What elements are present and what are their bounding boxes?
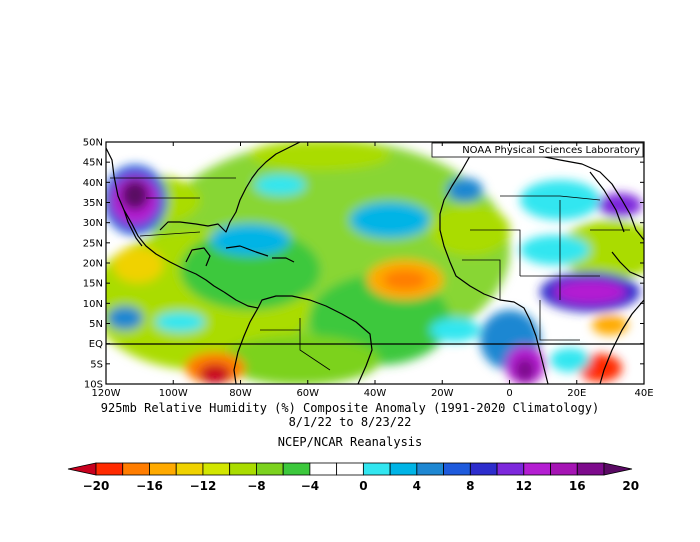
lat-label: 25N [83,238,103,249]
lon-label: 80W [229,388,252,399]
colorbar-min-arrow [67,462,97,476]
credit-label: NOAA Physical Sciences Laboratory [462,145,640,156]
colorbar-max-arrow [603,462,633,476]
lon-label: 20E [567,388,586,399]
colorbar-tick-label: −16 [136,479,163,493]
colorbar-tick-label: 4 [413,479,421,493]
lon-label: 20W [431,388,454,399]
colorbar-tick-label: −8 [247,479,265,493]
colorbar-tick-label: 20 [622,479,639,493]
lat-label: 45N [83,158,103,169]
colorbar-tick-label: 16 [569,479,586,493]
colorbar-tick-label: 12 [515,479,532,493]
colorbar-tick-label: −4 [301,479,319,493]
colorbar-swatch [416,462,444,476]
lat-label: 30N [83,218,103,229]
colorbar-swatch [256,462,284,476]
lat-label: 20N [83,259,103,270]
colorbar-swatch [389,462,418,476]
colorbar-swatch [469,462,498,476]
lat-label: 5S [90,359,103,370]
lon-label: 60W [296,388,319,399]
lon-label: 0 [506,388,512,399]
caption-title: 925mb Relative Humidity (%) Composite An… [100,401,600,415]
credit-box: NOAA Physical Sciences Laboratory [431,142,644,158]
colorbar [67,462,633,476]
borders [110,177,630,371]
colorbar-swatch [523,462,551,476]
axis-ticks [105,141,645,385]
caption-source: NCEP/NCAR Reanalysis [277,435,423,449]
colorbar-tick-label: −12 [190,479,217,493]
lat-label: 10S [84,380,103,391]
lon-label: 100W [159,388,188,399]
colorbar-swatch [309,462,338,476]
lat-label: 40N [83,178,103,189]
lat-label: EQ [89,339,103,350]
colorbar-swatch [443,462,471,476]
anomaly-field [106,142,644,384]
caption-dates: 8/1/22 to 8/23/22 [288,415,412,429]
colorbar-swatch [175,462,204,476]
lat-label: 50N [83,138,103,149]
colorbar-swatch [550,462,578,476]
colorbar-tick-labels: −20 −16 −12 −8 −4 0 4 8 12 16 20 [83,479,639,493]
colorbar-swatch [202,462,231,476]
colorbar-tick-label: 0 [359,479,367,493]
colorbar-swatch [149,462,177,476]
lat-label: 5N [89,319,103,330]
colorbar-swatch [362,462,391,476]
lon-label: 120W [92,388,121,399]
lat-label: 10N [83,299,103,310]
lon-label: 40W [364,388,387,399]
colorbar-swatch [576,462,605,476]
lat-label: 35N [83,198,103,209]
lon-label: 40E [634,388,653,399]
colorbar-swatch [122,462,150,476]
colorbar-swatch [496,462,525,476]
colorbar-tick-label: 8 [466,479,474,493]
lat-label: 15N [83,279,103,290]
colorbar-swatch [229,462,257,476]
longitude-labels: 120W 100W 80W 60W 40W 20W 0 20E 40E [92,388,654,399]
colorbar-swatch [336,462,364,476]
latitude-labels: 50N 45N 40N 35N 30N 25N 20N 15N 10N 5N EQ 5S 10S [83,138,103,391]
colorbar-swatch [95,462,124,476]
colorbar-tick-label: −20 [83,479,110,493]
colorbar-swatch [282,462,311,476]
